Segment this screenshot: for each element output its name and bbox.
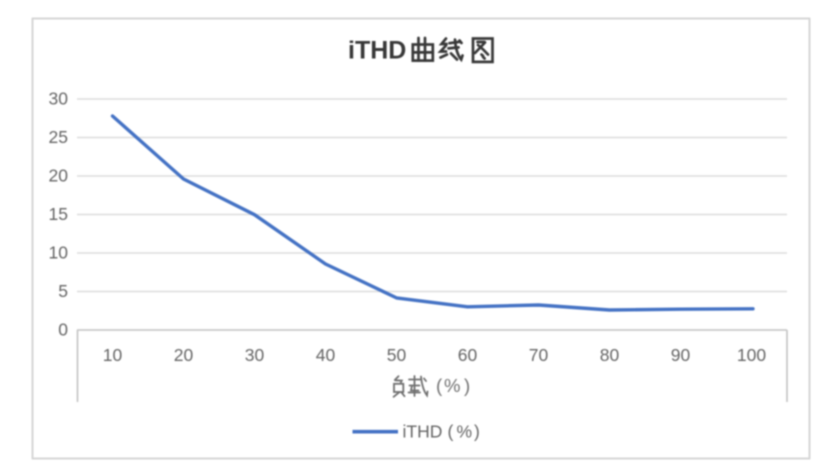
svg-text:%: % xyxy=(444,375,460,396)
svg-text:15: 15 xyxy=(49,204,68,224)
svg-text:100: 100 xyxy=(737,345,766,365)
svg-text:20: 20 xyxy=(49,166,69,186)
svg-text:40: 40 xyxy=(316,345,336,365)
svg-text:10: 10 xyxy=(49,243,69,263)
svg-text:25: 25 xyxy=(49,127,68,147)
svg-text:): ) xyxy=(464,375,470,396)
svg-text:iTHD: iTHD xyxy=(348,37,406,65)
svg-text:%: % xyxy=(457,422,473,442)
svg-text:10: 10 xyxy=(103,345,123,365)
svg-text:90: 90 xyxy=(671,345,691,365)
svg-text:20: 20 xyxy=(174,345,194,365)
svg-text:30: 30 xyxy=(49,89,69,109)
svg-text:(: ( xyxy=(436,375,443,396)
svg-text:50: 50 xyxy=(387,345,407,365)
svg-text:): ) xyxy=(474,422,480,442)
svg-text:(: ( xyxy=(448,422,454,442)
svg-text:0: 0 xyxy=(58,320,68,340)
svg-text:60: 60 xyxy=(458,345,478,365)
svg-text:5: 5 xyxy=(58,281,68,301)
svg-text:80: 80 xyxy=(600,345,620,365)
svg-text:30: 30 xyxy=(245,345,265,365)
svg-text:iTHD: iTHD xyxy=(403,422,443,442)
svg-text:70: 70 xyxy=(529,345,549,365)
